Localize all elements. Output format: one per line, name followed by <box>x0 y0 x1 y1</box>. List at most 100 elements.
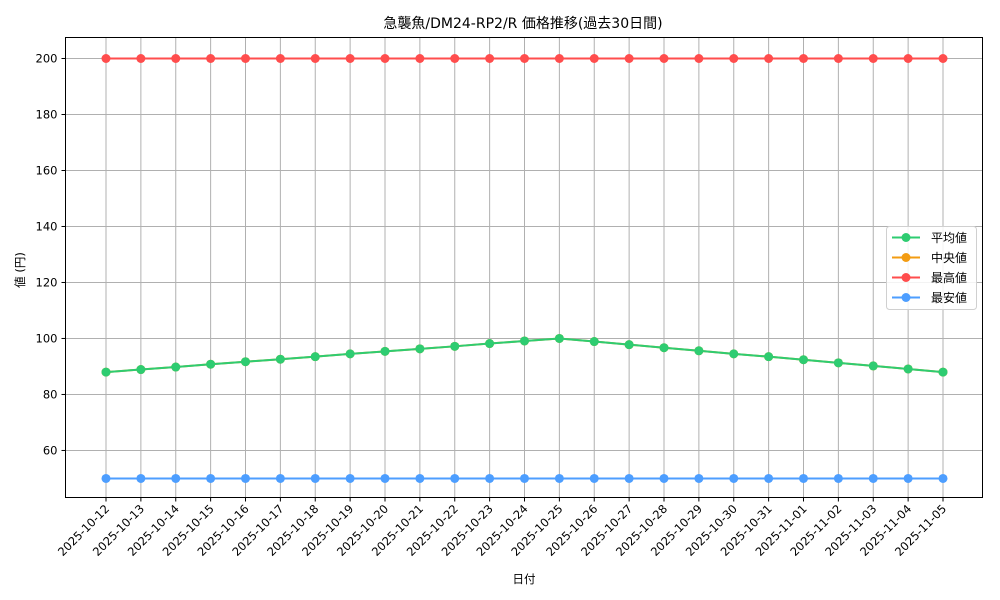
legend-marker <box>901 293 911 302</box>
data-point <box>415 53 425 63</box>
data-point <box>554 473 564 483</box>
data-point <box>241 53 250 63</box>
data-point <box>694 346 704 356</box>
data-point <box>729 473 739 483</box>
data-point <box>415 344 425 354</box>
y-tick-label: 200 <box>36 51 58 65</box>
data-point <box>101 367 111 377</box>
data-point <box>799 53 808 63</box>
data-point <box>868 473 878 483</box>
y-tick-label: 160 <box>36 163 58 177</box>
y-tick-label: 60 <box>43 443 58 457</box>
data-point <box>764 352 774 362</box>
data-point <box>868 361 878 371</box>
legend-label: 最高値 <box>931 270 967 285</box>
data-point <box>694 53 704 63</box>
data-point <box>485 53 495 63</box>
y-tick-label: 180 <box>36 107 58 121</box>
legend-label: 平均値 <box>931 230 967 245</box>
data-point <box>799 355 808 365</box>
data-point <box>206 359 216 369</box>
data-point <box>903 364 913 374</box>
y-tick-label: 120 <box>36 275 58 289</box>
data-point <box>450 53 460 63</box>
data-point <box>589 53 599 63</box>
data-point <box>868 53 878 63</box>
legend-box <box>886 226 977 310</box>
data-point <box>589 473 599 483</box>
data-point <box>275 473 285 483</box>
legend-marker <box>901 233 911 242</box>
data-point <box>275 354 285 364</box>
data-point <box>136 473 146 483</box>
data-point <box>554 333 564 343</box>
series-0 <box>101 333 948 377</box>
series-2 <box>101 53 948 63</box>
data-point <box>903 473 913 483</box>
data-point <box>659 53 669 63</box>
series-lines <box>101 53 948 483</box>
y-tick-label: 140 <box>36 219 58 233</box>
series-3 <box>101 473 948 483</box>
data-point <box>938 53 948 63</box>
data-point <box>380 53 390 63</box>
y-axis-ticks: 60 80 100 120 140 160 180 200 <box>36 51 66 457</box>
data-point <box>799 473 808 483</box>
data-point <box>310 352 320 362</box>
data-point <box>554 53 564 63</box>
data-point <box>833 358 843 368</box>
data-point <box>345 349 355 359</box>
data-point <box>171 473 181 483</box>
data-point <box>833 53 843 63</box>
data-point <box>729 349 739 359</box>
data-point <box>136 53 146 63</box>
y-tick-label: 100 <box>36 331 58 345</box>
data-point <box>938 367 948 377</box>
data-point <box>310 473 320 483</box>
data-point <box>345 473 355 483</box>
data-point <box>659 473 669 483</box>
data-point <box>520 336 529 346</box>
legend-label: 最安値 <box>931 290 967 305</box>
data-point <box>241 357 250 367</box>
data-point <box>310 53 320 63</box>
data-point <box>241 473 250 483</box>
data-point <box>485 473 495 483</box>
data-point <box>938 473 948 483</box>
data-point <box>520 473 529 483</box>
data-point <box>206 53 216 63</box>
x-axis-ticks: 2025-10-122025-10-132025-10-142025-10-15… <box>55 497 949 559</box>
legend-marker <box>901 273 911 282</box>
data-point <box>206 473 216 483</box>
data-point <box>729 53 739 63</box>
data-point <box>275 53 285 63</box>
data-point <box>415 473 425 483</box>
data-point <box>624 473 634 483</box>
grid-lines <box>65 37 983 498</box>
chart-title: 急襲魚/DM24-RP2/R 価格推移(過去30日間) <box>383 15 662 32</box>
data-point <box>171 53 181 63</box>
x-axis-label: 日付 <box>513 572 536 586</box>
data-point <box>589 337 599 347</box>
data-point <box>136 365 146 375</box>
data-point <box>380 346 390 356</box>
data-point <box>694 473 704 483</box>
data-point <box>764 473 774 483</box>
legend-label: 中央値 <box>931 250 967 265</box>
data-point <box>624 340 634 350</box>
data-point <box>171 362 181 372</box>
data-point <box>659 343 669 353</box>
data-point <box>485 339 495 349</box>
data-point <box>833 473 843 483</box>
data-point <box>903 53 913 63</box>
data-point <box>345 53 355 63</box>
data-point <box>101 473 111 483</box>
y-axis-label: 値 (円) <box>13 252 27 288</box>
y-tick-label: 80 <box>43 387 58 401</box>
data-point <box>624 53 634 63</box>
data-point <box>450 341 460 351</box>
data-point <box>764 53 774 63</box>
data-point <box>101 53 111 63</box>
data-point <box>380 473 390 483</box>
